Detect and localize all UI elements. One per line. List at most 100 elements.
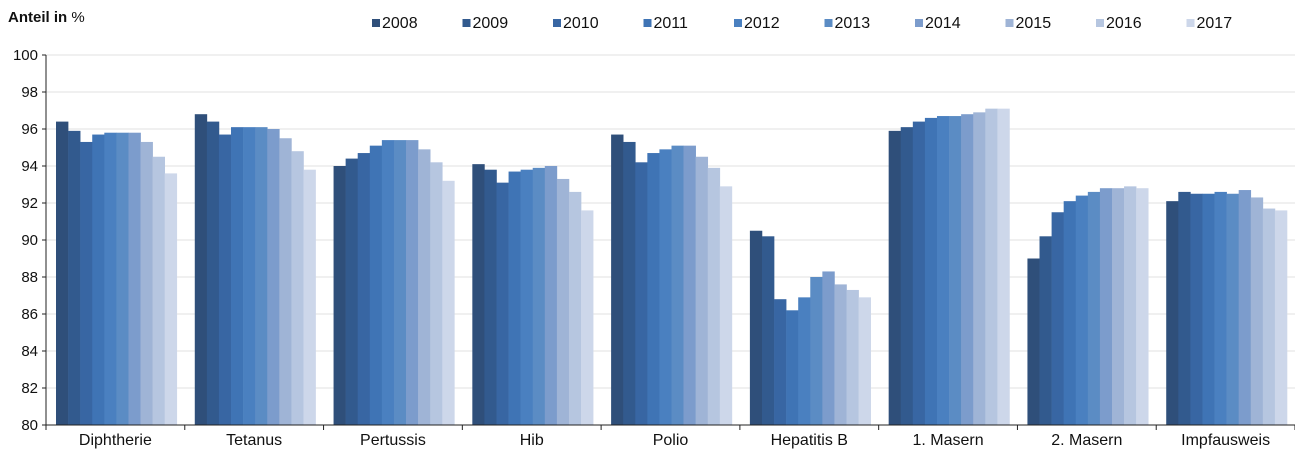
bar-2016 xyxy=(1262,208,1276,425)
bar-2010 xyxy=(357,153,371,426)
bar-2013 xyxy=(1226,193,1239,425)
bar-2013 xyxy=(532,167,546,425)
legend-label: 2011 xyxy=(654,15,689,32)
category-label: 2. Masern xyxy=(1051,432,1122,449)
bar-2010 xyxy=(218,134,232,426)
category-label: Pertussis xyxy=(360,432,426,449)
bar-2017 xyxy=(1136,188,1149,425)
category-label: Impfausweis xyxy=(1181,432,1270,449)
bar-2009 xyxy=(761,236,775,425)
legend-swatch-2017 xyxy=(1186,19,1195,27)
y-tick-label: 86 xyxy=(21,306,38,323)
bar-2017 xyxy=(1274,210,1288,425)
bar-2011 xyxy=(1202,193,1215,425)
bar-2013 xyxy=(116,132,129,425)
legend-swatch-2009 xyxy=(462,19,471,27)
legend-label: 2014 xyxy=(925,15,961,32)
y-axis-label-bold: Anteil in xyxy=(8,9,71,26)
y-tick-label: 84 xyxy=(21,343,38,360)
bar-2016 xyxy=(291,151,304,425)
legend-label: 2012 xyxy=(744,15,780,32)
category-label: Tetanus xyxy=(226,432,282,449)
bar-2010 xyxy=(912,121,926,425)
bar-2009 xyxy=(68,130,81,425)
bar-2008 xyxy=(56,121,69,425)
bar-2015 xyxy=(973,112,986,425)
legend-label: 2008 xyxy=(382,15,418,32)
bar-2017 xyxy=(719,186,733,425)
bar-2009 xyxy=(206,121,220,425)
legend-label: 2015 xyxy=(1016,15,1052,32)
bar-2011 xyxy=(508,171,521,425)
y-axis-label: Anteil in % xyxy=(8,9,85,26)
legend-swatch-2012 xyxy=(734,19,742,27)
bar-2015 xyxy=(1250,197,1264,425)
bar-2012 xyxy=(659,149,672,425)
bar-2016 xyxy=(152,156,165,425)
bar-2014 xyxy=(267,129,280,425)
bar-2014 xyxy=(961,114,974,425)
legend-swatch-2013 xyxy=(824,19,833,27)
bar-2008 xyxy=(194,114,208,425)
bar-2010 xyxy=(496,182,509,425)
bar-2012 xyxy=(1075,195,1089,425)
legend-label: 2010 xyxy=(563,15,599,32)
bar-2009 xyxy=(900,127,914,426)
bar-2011 xyxy=(647,153,660,426)
bar-2012 xyxy=(520,169,534,425)
bar-2015 xyxy=(1111,188,1125,425)
y-tick-label: 82 xyxy=(21,380,38,397)
bar-2011 xyxy=(924,117,938,426)
bar-2015 xyxy=(279,138,292,425)
bar-2014 xyxy=(1099,188,1113,425)
category-label: Hib xyxy=(520,432,544,449)
bar-2015 xyxy=(556,178,570,425)
y-axis-label-unit: % xyxy=(71,9,84,26)
bar-2011 xyxy=(369,145,383,425)
bar-2013 xyxy=(949,116,962,426)
bar-2009 xyxy=(345,158,359,425)
y-tick-label: 88 xyxy=(21,269,38,286)
bar-2008 xyxy=(749,230,763,425)
legend-label: 2013 xyxy=(835,15,871,32)
bar-2015 xyxy=(695,156,709,425)
bar-2012 xyxy=(1214,191,1227,425)
bar-2016 xyxy=(568,191,582,425)
legend-label: 2016 xyxy=(1106,15,1142,32)
bar-2009 xyxy=(484,169,497,425)
bar-2017 xyxy=(997,108,1010,426)
bar-2016 xyxy=(985,108,998,426)
bar-2017 xyxy=(858,297,871,425)
bar-2017 xyxy=(164,173,178,425)
bar-2008 xyxy=(1166,201,1179,425)
y-tick-label: 96 xyxy=(21,121,38,138)
legend-label: 2017 xyxy=(1197,15,1233,32)
legend-swatch-2015 xyxy=(1005,19,1014,27)
bar-2009 xyxy=(623,141,636,425)
bar-2010 xyxy=(774,299,787,425)
y-tick-label: 80 xyxy=(21,417,38,434)
bar-2008 xyxy=(611,134,624,426)
bar-2012 xyxy=(243,127,256,426)
bar-2008 xyxy=(888,130,902,425)
bar-2009 xyxy=(1178,191,1191,425)
bar-2014 xyxy=(128,132,141,425)
bar-2011 xyxy=(231,127,244,426)
y-tick-label: 98 xyxy=(21,84,38,101)
bar-2010 xyxy=(1051,212,1064,425)
bar-2010 xyxy=(1190,193,1203,425)
bar-2016 xyxy=(430,162,443,426)
bar-2016 xyxy=(1124,186,1137,425)
bar-2012 xyxy=(936,116,950,426)
legend-swatch-2014 xyxy=(915,19,923,27)
y-tick-label: 94 xyxy=(21,158,38,175)
bar-2017 xyxy=(581,210,594,425)
bar-2013 xyxy=(810,277,823,425)
legend-swatch-2011 xyxy=(643,19,652,27)
bar-2008 xyxy=(333,166,346,425)
category-label: Hepatitis B xyxy=(771,432,848,449)
bar-2015 xyxy=(418,149,431,425)
bar-2014 xyxy=(822,271,835,425)
bar-2011 xyxy=(92,134,105,426)
